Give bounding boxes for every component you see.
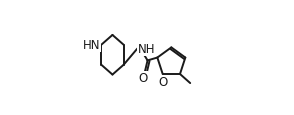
Text: HN: HN	[83, 39, 100, 52]
Text: O: O	[138, 72, 148, 84]
Text: NH: NH	[137, 43, 155, 56]
Text: O: O	[158, 75, 167, 88]
